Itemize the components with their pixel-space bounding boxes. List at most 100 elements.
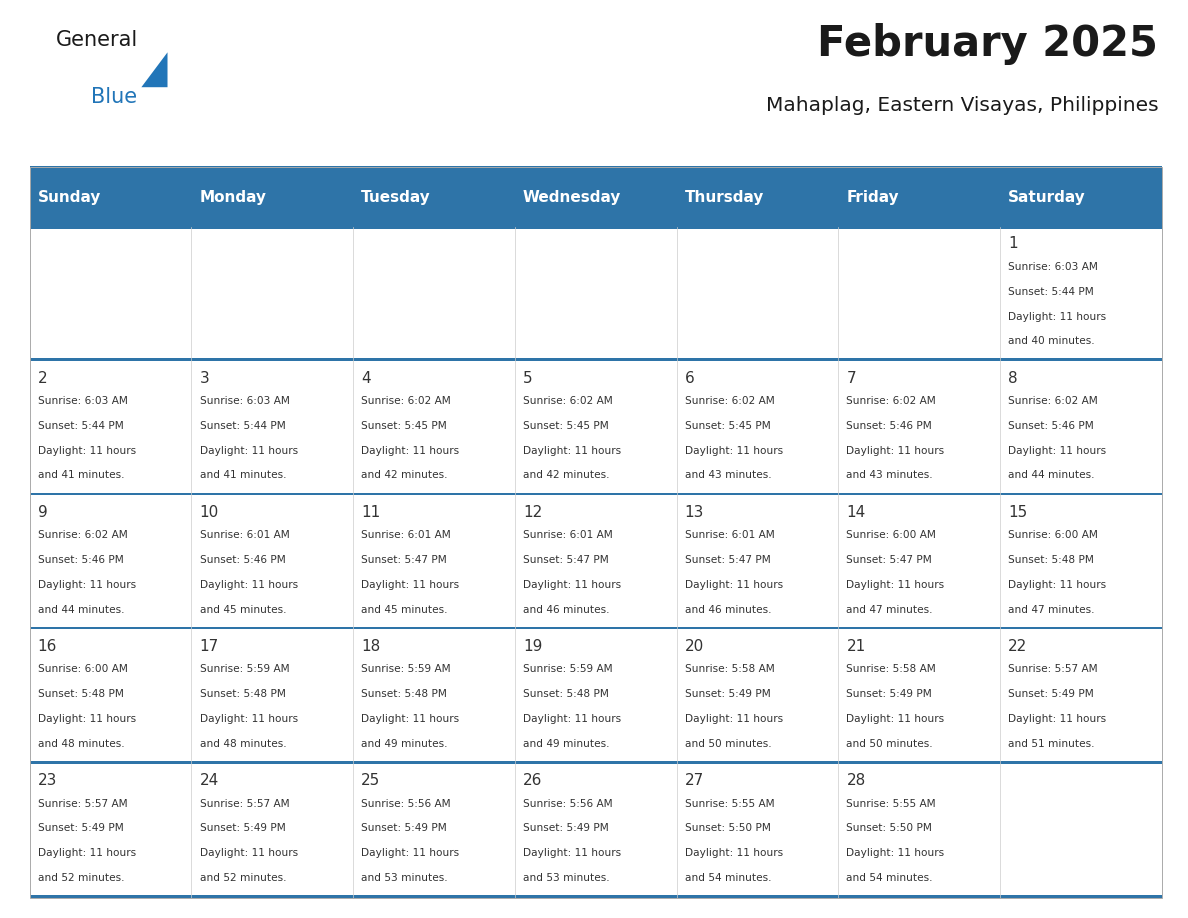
Text: Sunset: 5:45 PM: Sunset: 5:45 PM — [361, 420, 447, 431]
Text: Sunrise: 6:02 AM: Sunrise: 6:02 AM — [1009, 396, 1098, 406]
Text: and 44 minutes.: and 44 minutes. — [1009, 471, 1094, 480]
Text: 15: 15 — [1009, 505, 1028, 520]
Text: Daylight: 11 hours: Daylight: 11 hours — [684, 580, 783, 590]
Text: Sunrise: 6:01 AM: Sunrise: 6:01 AM — [684, 531, 775, 540]
FancyBboxPatch shape — [514, 227, 677, 361]
Text: Sunrise: 5:56 AM: Sunrise: 5:56 AM — [361, 799, 451, 809]
Text: Sunset: 5:47 PM: Sunset: 5:47 PM — [523, 555, 608, 565]
Text: and 43 minutes.: and 43 minutes. — [684, 471, 771, 480]
Text: Daylight: 11 hours: Daylight: 11 hours — [847, 445, 944, 455]
Text: Daylight: 11 hours: Daylight: 11 hours — [38, 848, 135, 858]
Text: Sunset: 5:49 PM: Sunset: 5:49 PM — [200, 823, 285, 834]
FancyBboxPatch shape — [353, 227, 514, 361]
Text: Tuesday: Tuesday — [361, 189, 431, 205]
Text: Daylight: 11 hours: Daylight: 11 hours — [361, 580, 460, 590]
FancyBboxPatch shape — [677, 227, 839, 361]
Text: Daylight: 11 hours: Daylight: 11 hours — [361, 445, 460, 455]
FancyBboxPatch shape — [514, 361, 677, 496]
Text: Sunset: 5:45 PM: Sunset: 5:45 PM — [523, 420, 608, 431]
Text: Sunrise: 5:56 AM: Sunrise: 5:56 AM — [523, 799, 613, 809]
Text: 11: 11 — [361, 505, 380, 520]
FancyBboxPatch shape — [1000, 630, 1162, 764]
Text: Daylight: 11 hours: Daylight: 11 hours — [38, 714, 135, 724]
Text: Sunset: 5:47 PM: Sunset: 5:47 PM — [684, 555, 771, 565]
FancyBboxPatch shape — [30, 496, 191, 630]
Text: Sunset: 5:44 PM: Sunset: 5:44 PM — [1009, 286, 1094, 297]
Text: Wednesday: Wednesday — [523, 189, 621, 205]
Text: 10: 10 — [200, 505, 219, 520]
Text: Sunrise: 6:02 AM: Sunrise: 6:02 AM — [684, 396, 775, 406]
FancyBboxPatch shape — [839, 630, 1000, 764]
Text: and 46 minutes.: and 46 minutes. — [523, 605, 609, 615]
Text: Blue: Blue — [91, 87, 138, 107]
FancyBboxPatch shape — [353, 361, 514, 496]
Text: Daylight: 11 hours: Daylight: 11 hours — [1009, 714, 1106, 724]
Text: and 43 minutes.: and 43 minutes. — [847, 471, 933, 480]
Text: Sunset: 5:49 PM: Sunset: 5:49 PM — [1009, 689, 1094, 700]
Text: 23: 23 — [38, 773, 57, 788]
FancyBboxPatch shape — [353, 496, 514, 630]
Text: Daylight: 11 hours: Daylight: 11 hours — [200, 848, 298, 858]
Text: Daylight: 11 hours: Daylight: 11 hours — [1009, 311, 1106, 321]
Text: Sunset: 5:48 PM: Sunset: 5:48 PM — [361, 689, 447, 700]
Text: Sunrise: 6:00 AM: Sunrise: 6:00 AM — [38, 665, 127, 675]
FancyBboxPatch shape — [30, 493, 1162, 496]
FancyBboxPatch shape — [30, 358, 1162, 361]
Text: Sunset: 5:50 PM: Sunset: 5:50 PM — [847, 823, 933, 834]
Text: Sunrise: 5:55 AM: Sunrise: 5:55 AM — [847, 799, 936, 809]
Text: 2: 2 — [38, 371, 48, 386]
Text: Sunrise: 6:03 AM: Sunrise: 6:03 AM — [38, 396, 127, 406]
Text: Daylight: 11 hours: Daylight: 11 hours — [523, 848, 621, 858]
Text: and 54 minutes.: and 54 minutes. — [847, 873, 933, 883]
Text: Sunrise: 5:57 AM: Sunrise: 5:57 AM — [200, 799, 289, 809]
Text: 16: 16 — [38, 639, 57, 654]
FancyBboxPatch shape — [514, 496, 677, 630]
Text: Saturday: Saturday — [1009, 189, 1086, 205]
Text: Daylight: 11 hours: Daylight: 11 hours — [361, 848, 460, 858]
Text: 14: 14 — [847, 505, 866, 520]
Text: Daylight: 11 hours: Daylight: 11 hours — [200, 714, 298, 724]
FancyBboxPatch shape — [839, 764, 1000, 898]
Text: Sunset: 5:49 PM: Sunset: 5:49 PM — [523, 823, 608, 834]
FancyBboxPatch shape — [191, 361, 353, 496]
Text: General: General — [56, 30, 138, 50]
Text: Sunset: 5:44 PM: Sunset: 5:44 PM — [200, 420, 285, 431]
Text: Sunrise: 6:02 AM: Sunrise: 6:02 AM — [361, 396, 451, 406]
Text: Sunset: 5:44 PM: Sunset: 5:44 PM — [38, 420, 124, 431]
Text: Daylight: 11 hours: Daylight: 11 hours — [847, 714, 944, 724]
FancyBboxPatch shape — [677, 496, 839, 630]
Text: 5: 5 — [523, 371, 532, 386]
FancyBboxPatch shape — [353, 630, 514, 764]
Text: Daylight: 11 hours: Daylight: 11 hours — [200, 445, 298, 455]
FancyBboxPatch shape — [839, 496, 1000, 630]
Text: Daylight: 11 hours: Daylight: 11 hours — [523, 714, 621, 724]
FancyBboxPatch shape — [839, 227, 1000, 361]
Text: Daylight: 11 hours: Daylight: 11 hours — [684, 445, 783, 455]
Text: and 40 minutes.: and 40 minutes. — [1009, 336, 1095, 346]
Text: and 52 minutes.: and 52 minutes. — [38, 873, 125, 883]
Text: 7: 7 — [847, 371, 857, 386]
Text: 3: 3 — [200, 371, 209, 386]
Text: Daylight: 11 hours: Daylight: 11 hours — [361, 714, 460, 724]
Text: Sunrise: 5:59 AM: Sunrise: 5:59 AM — [361, 665, 451, 675]
Polygon shape — [141, 52, 168, 87]
Text: Sunrise: 6:01 AM: Sunrise: 6:01 AM — [361, 531, 451, 540]
FancyBboxPatch shape — [30, 361, 191, 496]
Text: 26: 26 — [523, 773, 543, 788]
Text: 27: 27 — [684, 773, 704, 788]
Text: Sunset: 5:45 PM: Sunset: 5:45 PM — [684, 420, 771, 431]
FancyBboxPatch shape — [191, 764, 353, 898]
Text: 22: 22 — [1009, 639, 1028, 654]
Text: 17: 17 — [200, 639, 219, 654]
Text: and 49 minutes.: and 49 minutes. — [361, 739, 448, 749]
Text: 6: 6 — [684, 371, 695, 386]
Text: 8: 8 — [1009, 371, 1018, 386]
Text: Sunset: 5:47 PM: Sunset: 5:47 PM — [847, 555, 933, 565]
Text: Sunrise: 6:03 AM: Sunrise: 6:03 AM — [200, 396, 290, 406]
Text: February 2025: February 2025 — [817, 23, 1158, 65]
Text: 25: 25 — [361, 773, 380, 788]
Text: Sunset: 5:46 PM: Sunset: 5:46 PM — [200, 555, 285, 565]
Text: 28: 28 — [847, 773, 866, 788]
Text: 9: 9 — [38, 505, 48, 520]
Text: Sunrise: 6:03 AM: Sunrise: 6:03 AM — [1009, 262, 1098, 272]
